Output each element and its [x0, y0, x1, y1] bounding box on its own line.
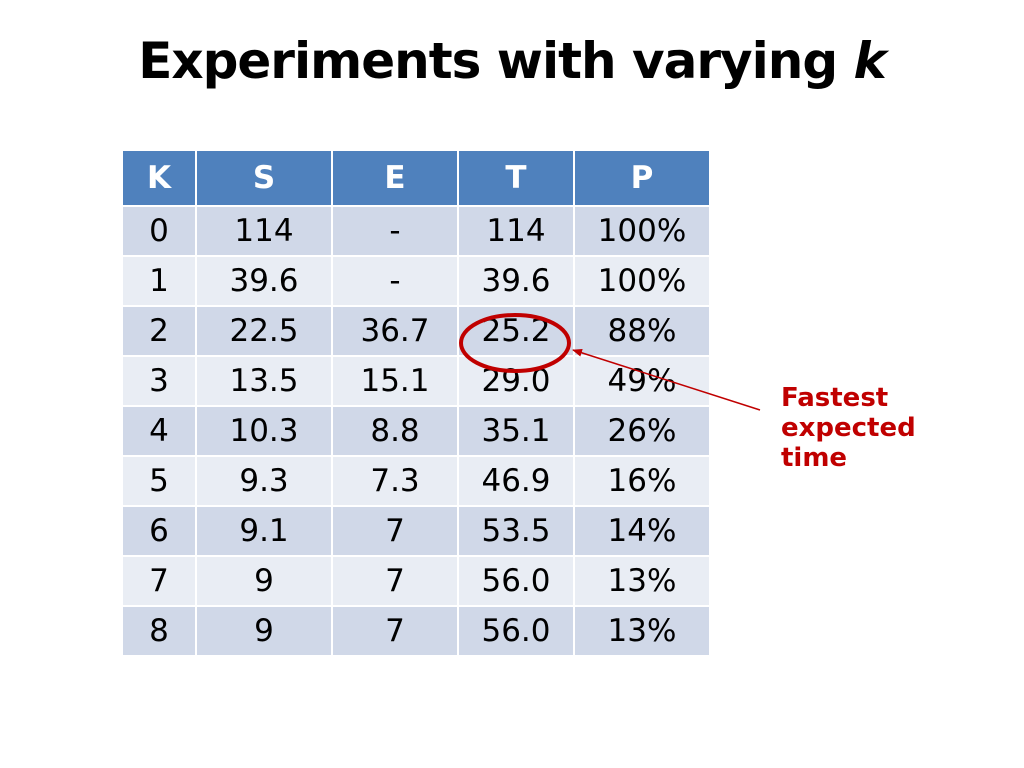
table-cell: - — [331, 205, 459, 257]
table-header-row: K S E T P — [121, 151, 711, 207]
table-cell: 114 — [457, 205, 575, 257]
table-cell: 0 — [121, 205, 197, 257]
title-variable: k — [853, 32, 887, 90]
table-cell: 13% — [573, 605, 711, 657]
table-cell: 53.5 — [457, 505, 575, 557]
table-cell: - — [331, 255, 459, 307]
title-text: Experiments with varying — [138, 32, 854, 90]
slide-title: Experiments with varying k — [0, 26, 1024, 96]
table-cell: 2 — [121, 305, 197, 357]
table-cell: 56.0 — [457, 555, 575, 607]
table-row: 0 114 - 114 100% — [121, 205, 711, 257]
highlighted-cell: 25.2 — [457, 305, 575, 357]
header-s: S — [195, 151, 333, 207]
table-cell: 7 — [121, 555, 197, 607]
table-cell: 15.1 — [331, 355, 459, 407]
table-cell: 9.3 — [195, 455, 333, 507]
table-cell: 4 — [121, 405, 197, 457]
table-row: 2 22.5 36.7 25.2 88% — [121, 305, 711, 357]
table-cell: 35.1 — [457, 405, 575, 457]
header-t: T — [457, 151, 575, 207]
table-row: 4 10.3 8.8 35.1 26% — [121, 405, 711, 457]
table-row: 5 9.3 7.3 46.9 16% — [121, 455, 711, 507]
annotation-line: time — [781, 443, 848, 473]
table-row: 8 9 7 56.0 13% — [121, 605, 711, 657]
table-cell: 100% — [573, 255, 711, 307]
table-cell: 8.8 — [331, 405, 459, 457]
table-cell: 10.3 — [195, 405, 333, 457]
table-row: 7 9 7 56.0 13% — [121, 555, 711, 607]
table-cell: 7 — [331, 605, 459, 657]
table-cell: 7.3 — [331, 455, 459, 507]
table-cell: 7 — [331, 555, 459, 607]
table-cell: 36.7 — [331, 305, 459, 357]
table-cell: 100% — [573, 205, 711, 257]
table-cell: 14% — [573, 505, 711, 557]
header-k: K — [121, 151, 197, 207]
header-p: P — [573, 151, 711, 207]
table-cell: 9 — [195, 555, 333, 607]
table-cell: 39.6 — [457, 255, 575, 307]
table-cell: 49% — [573, 355, 711, 407]
table-cell: 3 — [121, 355, 197, 407]
table-cell: 1 — [121, 255, 197, 307]
table-cell: 16% — [573, 455, 711, 507]
annotation-note: Fastest expected time — [781, 383, 916, 473]
table-cell: 13% — [573, 555, 711, 607]
header-e: E — [331, 151, 459, 207]
table-cell: 114 — [195, 205, 333, 257]
table-cell: 9 — [195, 605, 333, 657]
table-cell: 29.0 — [457, 355, 575, 407]
annotation-line: Fastest — [781, 383, 889, 413]
table-cell: 56.0 — [457, 605, 575, 657]
table-cell: 5 — [121, 455, 197, 507]
table-cell: 39.6 — [195, 255, 333, 307]
table-cell: 13.5 — [195, 355, 333, 407]
table-cell: 8 — [121, 605, 197, 657]
table-cell: 9.1 — [195, 505, 333, 557]
table-cell: 46.9 — [457, 455, 575, 507]
table-cell: 88% — [573, 305, 711, 357]
table-row: 3 13.5 15.1 29.0 49% — [121, 355, 711, 407]
table-cell: 22.5 — [195, 305, 333, 357]
results-table: K S E T P 0 114 - 114 100% 1 39.6 - 39.6… — [121, 151, 711, 657]
table-cell: 7 — [331, 505, 459, 557]
table-row: 1 39.6 - 39.6 100% — [121, 255, 711, 307]
annotation-line: expected — [781, 413, 916, 443]
table-cell: 6 — [121, 505, 197, 557]
table-cell: 26% — [573, 405, 711, 457]
table-row: 6 9.1 7 53.5 14% — [121, 505, 711, 557]
